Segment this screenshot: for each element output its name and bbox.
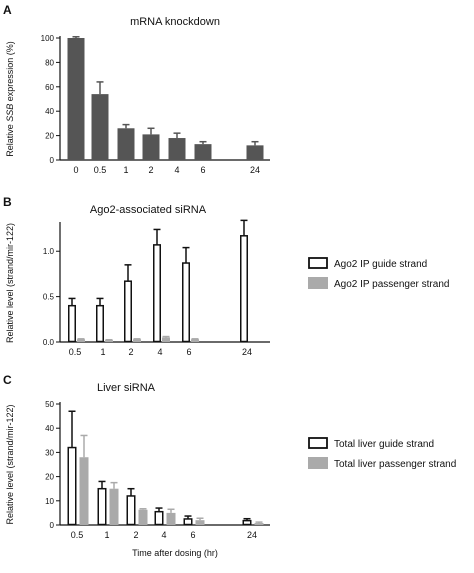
legend-label: Ago2 IP guide strand [334, 259, 427, 270]
bar [91, 94, 109, 160]
y-tick-label: 0 [50, 156, 55, 165]
bar [79, 457, 89, 525]
legend-label: Total liver passenger strand [334, 459, 456, 470]
x-tick-label: 6 [186, 347, 191, 357]
y-tick-label: 50 [45, 400, 54, 409]
legend-swatch [308, 437, 328, 449]
bar [133, 339, 141, 342]
y-tick-label: 60 [45, 83, 54, 92]
panel-letter: C [3, 373, 12, 387]
y-axis-label: Relative level (strand/mir-122) [5, 404, 15, 524]
bar [242, 519, 252, 526]
bar [67, 446, 77, 526]
legend: Ago2 IP guide strand Ago2 IP passenger st… [308, 257, 449, 290]
panel-letter: B [3, 195, 12, 209]
legend-swatch [308, 257, 328, 269]
x-tick-label: 0.5 [69, 347, 82, 357]
bar [117, 128, 135, 160]
bar [195, 520, 205, 525]
bar [166, 512, 176, 525]
y-tick-label: 40 [45, 107, 54, 116]
bar [162, 337, 170, 342]
bar [67, 38, 85, 160]
bar [138, 509, 148, 525]
x-tick-label: 0.5 [94, 165, 107, 175]
x-axis-label: Time after dosing (hr) [132, 548, 218, 558]
legend-label: Ago2 IP passenger strand [334, 279, 449, 290]
y-tick-label: 0.0 [43, 338, 55, 347]
x-tick-label: 1 [100, 347, 105, 357]
bar [240, 235, 248, 343]
bar [191, 339, 199, 342]
y-tick-label: 40 [45, 424, 54, 433]
y-tick-label: 20 [45, 132, 54, 141]
y-tick-label: 80 [45, 58, 54, 67]
bar [126, 495, 136, 526]
legend-swatch [308, 277, 328, 289]
x-tick-label: 6 [190, 530, 195, 540]
bar [142, 134, 160, 160]
y-tick-label: 30 [45, 448, 54, 457]
x-tick-label: 2 [133, 530, 138, 540]
bar [182, 262, 190, 343]
y-axis-label: Relative level (strand/mir-122) [5, 223, 15, 343]
legend: Total liver guide strand Total liver pass… [308, 437, 456, 470]
x-tick-label: 24 [247, 530, 257, 540]
bar [109, 488, 119, 525]
x-tick-label: 0 [73, 165, 78, 175]
y-tick-label: 20 [45, 473, 54, 482]
bar [105, 340, 113, 342]
x-tick-label: 2 [148, 165, 153, 175]
y-tick-label: 0 [50, 521, 55, 530]
x-tick-label: 24 [242, 347, 252, 357]
bar [153, 244, 161, 343]
y-tick-label: 1.0 [43, 247, 55, 256]
bar [68, 304, 76, 343]
y-tick-label: 100 [41, 34, 55, 43]
bar [168, 138, 186, 160]
bar [96, 304, 104, 343]
x-tick-label: 4 [157, 347, 162, 357]
bar [124, 280, 132, 343]
legend-label: Total liver guide strand [334, 439, 434, 450]
chart-title: Ago2-associated siRNA [90, 204, 207, 216]
bar [77, 339, 85, 342]
bar [97, 487, 107, 526]
x-tick-label: 4 [161, 530, 166, 540]
bar [194, 144, 212, 160]
panel-c: C Liver siRNA 0 10 20 30 40 50 Relative level (s… [3, 373, 270, 558]
bar [183, 518, 193, 526]
x-tick-label: 2 [128, 347, 133, 357]
panel-letter: A [3, 3, 12, 17]
chart-title: mRNA knockdown [130, 16, 220, 28]
bar [246, 145, 264, 160]
bar [254, 523, 264, 525]
legend-swatch [308, 457, 328, 469]
x-tick-label: 0.5 [71, 530, 84, 540]
x-tick-label: 1 [123, 165, 128, 175]
y-tick-label: 0.5 [43, 293, 55, 302]
x-tick-label: 4 [174, 165, 179, 175]
chart-title: Liver siRNA [97, 382, 156, 394]
x-tick-label: 1 [104, 530, 109, 540]
x-tick-label: 6 [200, 165, 205, 175]
y-tick-label: 10 [45, 497, 54, 506]
y-axis-label: Relative SSB expression (%) [5, 41, 15, 157]
bar [154, 510, 164, 526]
panel-b: B Ago2-associated siRNA 0.0 0.5 1.0 Relative … [3, 195, 270, 357]
x-tick-label: 24 [250, 165, 260, 175]
